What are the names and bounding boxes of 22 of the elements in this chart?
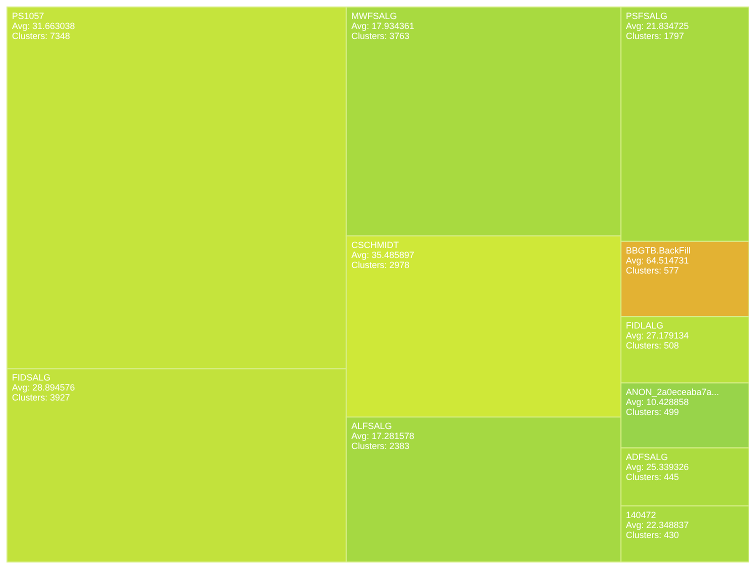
category-label: PSFSALG (626, 11, 668, 21)
data-label: Avg: 27.179134 Clusters: 508 (626, 330, 689, 351)
data-label: Avg: 21.834725 Clusters: 1797 (626, 21, 689, 41)
data-label: Avg: 31.663038 Clusters: 7348 (12, 21, 75, 41)
data-label: Avg: 64.514731 Clusters: 577 (626, 255, 689, 276)
category-label: FIDSALG (12, 372, 51, 383)
category-label: BBGTB.BackFill (626, 245, 690, 256)
category-label: 140472 (626, 510, 656, 520)
category-label: ADFSALG (626, 452, 668, 462)
data-label: Avg: 17.934361 Clusters: 3763 (351, 21, 414, 41)
data-label: Avg: 17.281578 Clusters: 2383 (351, 431, 414, 452)
category-label: ANON_2a0eceaba7a... (626, 386, 719, 397)
data-label: Avg: 35.485897 Clusters: 2978 (351, 250, 414, 270)
data-label: Avg: 22.348837 Clusters: 430 (626, 520, 689, 540)
data-label: Avg: 10.428858 Clusters: 499 (626, 396, 689, 417)
category-label: MWFSALG (351, 11, 397, 21)
category-label: PS1057 (12, 11, 44, 21)
category-label: FIDLALG (626, 320, 664, 331)
data-label: Avg: 25.339326 Clusters: 445 (626, 462, 689, 482)
category-label: ALFSALG (351, 421, 392, 432)
category-label: CSCHMIDT (351, 240, 400, 250)
data-label: Avg: 28.894576 Clusters: 3927 (12, 382, 75, 403)
